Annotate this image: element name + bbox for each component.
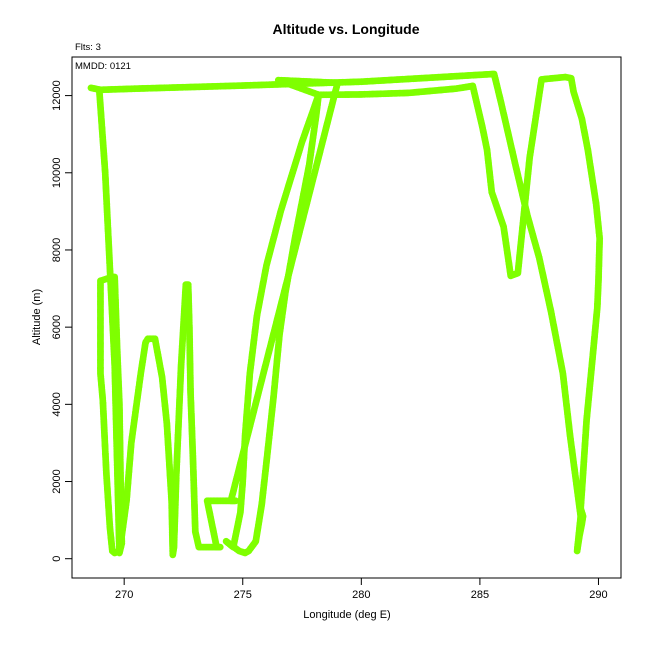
data-points bbox=[87, 70, 604, 559]
x-axis: 270 275 280 285 290 bbox=[115, 577, 608, 601]
x-tick-label: 270 bbox=[115, 589, 133, 601]
y-axis-label: Altitude (m) bbox=[31, 289, 43, 345]
plot-frame bbox=[71, 56, 622, 579]
x-tick-label: 285 bbox=[471, 589, 489, 601]
y-tick-label: 4000 bbox=[51, 392, 63, 416]
y-tick-label: 8000 bbox=[51, 238, 63, 262]
chart-title: Altitude vs. Longitude bbox=[273, 21, 420, 37]
y-axis: 0 2000 4000 6000 8000 10000 12000 bbox=[51, 80, 73, 562]
y-tick-label: 0 bbox=[51, 556, 63, 562]
flights-count-note: Flts: 3 bbox=[75, 42, 101, 53]
y-tick-label: 6000 bbox=[51, 315, 63, 339]
data-point bbox=[95, 86, 103, 94]
y-tick-label: 2000 bbox=[51, 469, 63, 493]
date-note: MMDD: 0121 bbox=[75, 61, 131, 72]
x-tick-label: 280 bbox=[352, 589, 370, 601]
x-axis-label: Longitude (deg E) bbox=[303, 609, 390, 621]
x-tick-label: 290 bbox=[589, 589, 607, 601]
y-tick-label: 10000 bbox=[51, 157, 63, 188]
y-tick-label: 12000 bbox=[51, 80, 63, 111]
x-tick-label: 275 bbox=[234, 589, 252, 601]
